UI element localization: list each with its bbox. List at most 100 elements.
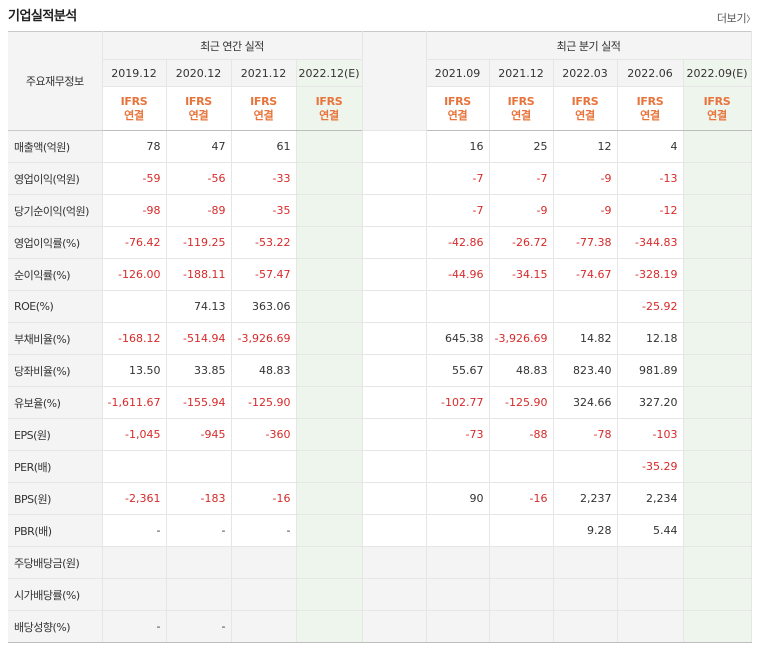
annual-value-cell: -33 [231, 162, 297, 195]
group-gap-cell [362, 130, 427, 163]
group-gap-cell [362, 578, 427, 611]
table-row: BPS(원) -2,361 -183 -16 90 -16 2,237 2,234 [8, 482, 752, 515]
quarter-value-cell [617, 610, 684, 643]
quarter-value-cell [683, 386, 752, 419]
quarter-value-cell: 55.67 [426, 354, 490, 387]
quarter-value-cell [617, 546, 684, 579]
quarter-value-cell [553, 610, 618, 643]
table-row: 주당배당금(원) [8, 546, 752, 579]
more-link[interactable]: 더보기〉 [717, 10, 755, 26]
annual-value-cell: 48.83 [231, 354, 297, 387]
quarter-value-cell: -34.15 [489, 258, 554, 291]
group-gap-cell [362, 386, 427, 419]
ifrs-label: IFRS [120, 94, 148, 108]
annual-value-cell: 47 [166, 130, 232, 163]
row-label: 영업이익(억원) [8, 162, 103, 195]
quarter-period-header: 2022.06 [617, 59, 684, 87]
group-gap-cell [362, 418, 427, 451]
quarter-value-cell: 2,234 [617, 482, 684, 515]
row-label: 당좌비율(%) [8, 354, 103, 387]
row-label: PER(배) [8, 450, 103, 483]
annual-value-cell: 13.50 [102, 354, 167, 387]
ifrs-consolidated-badge: IFRS 연결 [489, 86, 554, 131]
row-label: 당기순이익(억원) [8, 194, 103, 227]
consolidated-label: 연결 [188, 108, 209, 122]
consolidated-label: 연결 [319, 108, 339, 122]
quarter-value-cell: -7 [426, 162, 490, 195]
annual-value-cell: -155.94 [166, 386, 232, 419]
table-row: 배당성향(%) - - [8, 610, 752, 643]
row-label: EPS(원) [8, 418, 103, 451]
annual-value-cell: -3,926.69 [231, 322, 297, 355]
quarter-value-cell: 5.44 [617, 514, 684, 547]
table-row: 유보율(%) -1,611.67 -155.94 -125.90 -102.77 -125… [8, 386, 752, 419]
row-label: 시가배당률(%) [8, 578, 103, 611]
row-label: 유보율(%) [8, 386, 103, 419]
quarter-value-cell: -74.67 [553, 258, 618, 291]
consolidated-label: 연결 [640, 108, 660, 122]
table-row: 매출액(억원) 78 47 61 16 25 12 4 [8, 130, 752, 163]
quarter-value-cell: 2,237 [553, 482, 618, 515]
section-title: 기업실적분석 [8, 9, 77, 24]
ifrs-label: IFRS [185, 94, 212, 108]
quarter-value-cell [683, 258, 752, 291]
quarter-value-cell [489, 450, 554, 483]
quarter-value-cell [683, 162, 752, 195]
annual-value-cell [296, 450, 363, 483]
annual-value-cell [296, 354, 363, 387]
table-row: ROE(%) 74.13 363.06 -25.92 [8, 290, 752, 323]
quarter-value-cell [683, 610, 752, 643]
annual-value-cell: -53.22 [231, 226, 297, 259]
quarter-value-cell [683, 290, 752, 323]
group-gap-cell [362, 450, 427, 483]
row-label: 부채비율(%) [8, 322, 103, 355]
annual-value-cell [296, 482, 363, 515]
row-label: 순이익률(%) [8, 258, 103, 291]
annual-value-cell [231, 610, 297, 643]
quarter-value-cell [489, 290, 554, 323]
quarter-value-cell: -78 [553, 418, 618, 451]
annual-value-cell [166, 578, 232, 611]
ifrs-label: IFRS [636, 94, 664, 108]
quarter-value-cell [683, 130, 752, 163]
table-row: 영업이익률(%) -76.42 -119.25 -53.22 -42.86 -26.72-… [8, 226, 752, 259]
annual-value-cell: -57.47 [231, 258, 297, 291]
ifrs-consolidated-badge: IFRS 연결 [231, 86, 297, 131]
annual-period-header: 2019.12 [102, 59, 167, 87]
annual-value-cell [231, 578, 297, 611]
ifrs-label: IFRS [703, 94, 731, 108]
annual-value-cell: -59 [102, 162, 167, 195]
annual-value-cell: 74.13 [166, 290, 232, 323]
corner-header: 주요재무정보 [8, 31, 103, 131]
annual-value-cell [296, 130, 363, 163]
table-row: 당기순이익(억원) -98 -89 -35 -7 -9 -9 -12 [8, 194, 752, 227]
consolidated-label: 연결 [447, 108, 468, 122]
annual-value-cell: -514.94 [166, 322, 232, 355]
ifrs-consolidated-badge: IFRS 연결 [683, 86, 752, 131]
quarter-value-cell: -102.77 [426, 386, 490, 419]
quarter-value-cell: -9 [553, 162, 618, 195]
ifrs-label: IFRS [250, 94, 277, 108]
quarter-value-cell: 48.83 [489, 354, 554, 387]
annual-value-cell: -2,361 [102, 482, 167, 515]
quarter-value-cell: -25.92 [617, 290, 684, 323]
ifrs-label: IFRS [507, 94, 535, 108]
ifrs-label: IFRS [571, 94, 599, 108]
quarter-value-cell [489, 578, 554, 611]
annual-value-cell: - [166, 514, 232, 547]
annual-value-cell [296, 578, 363, 611]
consolidated-label: 연결 [253, 108, 274, 122]
quarter-value-cell [683, 546, 752, 579]
annual-value-cell: -183 [166, 482, 232, 515]
quarter-value-cell: -35.29 [617, 450, 684, 483]
annual-value-cell: - [166, 610, 232, 643]
ifrs-consolidated-badge: IFRS 연결 [166, 86, 232, 131]
ifrs-label: IFRS [444, 94, 471, 108]
annual-value-cell [231, 546, 297, 579]
table-row: 당좌비율(%) 13.50 33.85 48.83 55.67 48.83 823.40 98… [8, 354, 752, 387]
annual-value-cell: -89 [166, 194, 232, 227]
group-gap [362, 31, 427, 131]
quarter-value-cell: 981.89 [617, 354, 684, 387]
quarter-value-cell [683, 194, 752, 227]
row-label: BPS(원) [8, 482, 103, 515]
